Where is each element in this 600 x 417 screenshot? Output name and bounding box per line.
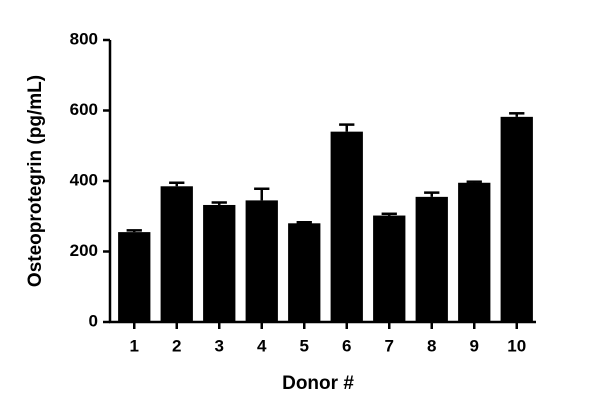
x-tick-label: 4: [257, 336, 267, 355]
bar: [160, 186, 193, 322]
x-tick-label: 3: [215, 336, 224, 355]
bar: [373, 215, 406, 322]
x-axis-title: Donor #: [282, 373, 354, 394]
x-tick-label: 1: [130, 336, 139, 355]
bar: [415, 196, 448, 322]
bar: [288, 223, 321, 322]
y-tick-label: 800: [70, 29, 98, 48]
x-tick-label: 10: [507, 336, 526, 355]
bar: [118, 232, 151, 322]
y-axis-title: Osteoprotegrin (pg/mL): [25, 75, 46, 287]
x-tick-label: 9: [470, 336, 479, 355]
bar: [203, 204, 236, 322]
bar: [458, 182, 491, 322]
y-tick-label: 600: [70, 100, 98, 119]
x-tick-label: 6: [342, 336, 351, 355]
x-tick-label: 5: [300, 336, 309, 355]
bar: [245, 200, 278, 322]
x-tick-label: 7: [385, 336, 394, 355]
x-tick-label: 2: [172, 336, 181, 355]
y-tick-label: 0: [89, 311, 98, 330]
bar: [330, 131, 363, 322]
y-tick-label: 400: [70, 170, 98, 189]
x-tick-label: 8: [427, 336, 436, 355]
bar: [500, 116, 533, 322]
y-tick-label: 200: [70, 241, 98, 260]
